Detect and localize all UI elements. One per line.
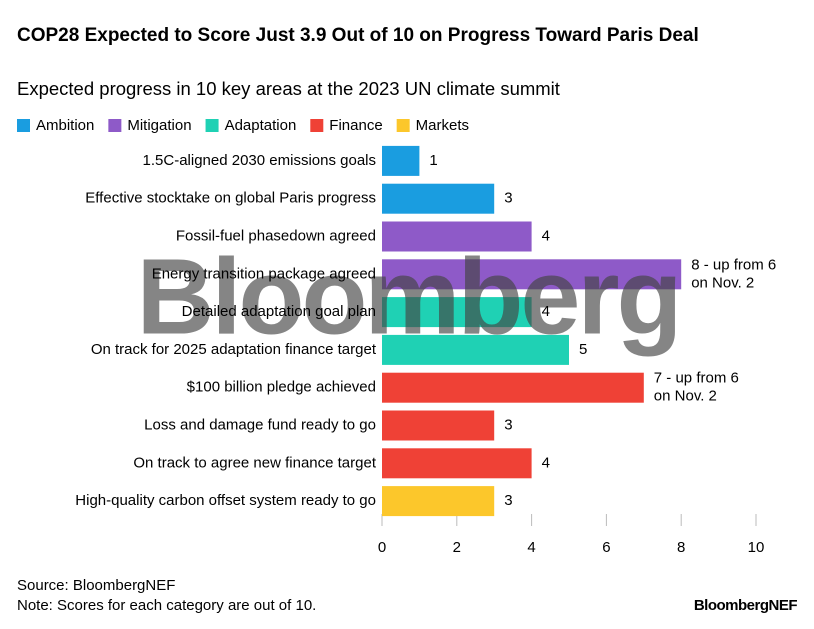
bar <box>382 486 495 517</box>
value-label: 3 <box>504 416 512 433</box>
category-label: Loss and damage fund ready to go <box>144 416 376 433</box>
legend-label: Mitigation <box>127 117 191 134</box>
x-tick-label: 6 <box>602 539 610 556</box>
category-label: Energy transition package agreed <box>152 265 376 282</box>
watermark: Bloomberg <box>136 236 679 357</box>
category-label: High-quality carbon offset system ready … <box>75 492 376 509</box>
category-label: 1.5C-aligned 2030 emissions goals <box>143 152 376 169</box>
legend-swatch <box>17 119 30 132</box>
chart-subtitle: Expected progress in 10 key areas at the… <box>17 78 560 99</box>
category-label: $100 billion pledge achieved <box>187 379 376 396</box>
legend-label: Ambition <box>36 117 94 134</box>
x-tick-label: 0 <box>378 539 386 556</box>
category-label: Detailed adaptation goal plan <box>182 303 376 320</box>
legend-swatch <box>108 119 122 132</box>
bar <box>382 259 682 290</box>
x-tick-label: 8 <box>677 539 685 556</box>
legend-label: Adaptation <box>225 117 297 134</box>
bar <box>382 334 569 365</box>
note: Note: Scores for each category are out o… <box>17 597 316 614</box>
value-label: 3 <box>504 190 512 207</box>
x-tick-label: 4 <box>527 539 535 556</box>
x-tick-label: 2 <box>453 539 461 556</box>
bar <box>382 221 532 252</box>
value-label: 1 <box>429 152 437 169</box>
brand: BloombergNEF <box>694 597 798 614</box>
bar <box>382 410 495 441</box>
value-label: 7 - up from 6 on Nov. 2 <box>654 370 739 405</box>
category-label: On track for 2025 adaptation finance tar… <box>91 341 377 358</box>
bar <box>382 448 532 479</box>
legend-label: Finance <box>329 117 382 134</box>
value-label: 4 <box>542 454 550 471</box>
category-label: Effective stocktake on global Paris prog… <box>85 190 376 207</box>
value-label: 4 <box>542 303 550 320</box>
chart-title: COP28 Expected to Score Just 3.9 Out of … <box>17 25 699 46</box>
bar <box>382 183 495 214</box>
bar <box>382 145 420 176</box>
x-tick-label: 10 <box>748 539 765 556</box>
value-label: 3 <box>504 492 512 509</box>
value-label: 4 <box>542 227 550 244</box>
legend-label: Markets <box>416 117 469 134</box>
category-label: Fossil-fuel phasedown agreed <box>176 227 376 244</box>
legend-swatch <box>310 119 324 132</box>
bar <box>382 372 644 403</box>
bar <box>382 297 532 328</box>
value-label: 8 - up from 6 on Nov. 2 <box>691 256 776 291</box>
value-label: 5 <box>579 341 587 358</box>
source: Source: BloombergNEF <box>17 577 175 594</box>
legend-swatch <box>396 119 410 132</box>
category-label: On track to agree new finance target <box>133 454 376 471</box>
legend-swatch <box>205 119 219 132</box>
